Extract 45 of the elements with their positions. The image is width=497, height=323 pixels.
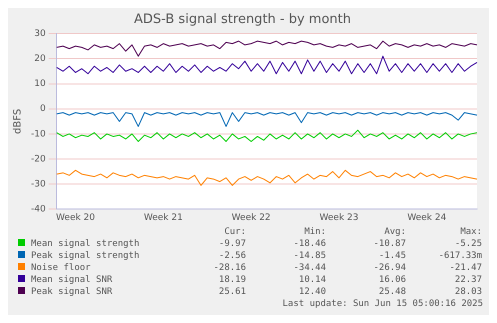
x-tick-label: Week 24 [407, 212, 447, 223]
text: -2.56 [218, 250, 246, 262]
x-tick-label: Week 20 [56, 212, 96, 223]
text: Last update: Sun Jun 15 05:00:16 2025 [282, 298, 484, 310]
legend-label: Peak signal strength [30, 250, 140, 262]
text: 12.40 [298, 286, 326, 298]
y-axis-title: dBFS [12, 108, 24, 134]
text: 25.48 [378, 286, 406, 298]
text: -617.33m [438, 250, 482, 262]
text: 28.03 [454, 286, 482, 298]
text: 22.37 [454, 274, 482, 286]
y-tick-label: -30 [30, 179, 46, 190]
text: 25.61 [218, 286, 246, 298]
y-tick-label: 0 [40, 104, 46, 114]
y-tick-label: 20 [34, 54, 46, 64]
text: Avg: [383, 226, 406, 238]
text: 16.06 [378, 274, 406, 286]
text: -10.87 [372, 238, 406, 250]
text: -34.44 [292, 262, 326, 274]
legend-label: Mean signal SNR [30, 274, 114, 286]
text: -28.16 [212, 262, 246, 274]
y-tick-label: -40 [30, 204, 46, 215]
text: 18.19 [218, 274, 246, 286]
y-tick-label: -20 [30, 154, 46, 164]
text: -14.85 [292, 250, 326, 262]
text: Cur: [223, 226, 246, 238]
text: -5.25 [454, 238, 482, 250]
text: 10.14 [298, 274, 326, 286]
text: -26.94 [372, 262, 406, 274]
legend-label: Mean signal strength [30, 238, 140, 250]
x-tick-label: Week 21 [144, 212, 183, 223]
x-tick-label: Week 23 [320, 212, 358, 223]
text: -1.45 [378, 250, 406, 262]
text: -18.46 [292, 238, 326, 250]
text: Max: [459, 226, 482, 238]
text: -9.97 [218, 238, 246, 250]
text: -21.47 [448, 262, 482, 274]
chart-title: ADS-B signal strength - by month [134, 12, 352, 28]
text: Min: [303, 226, 326, 238]
legend-label: Peak signal SNR [30, 286, 114, 298]
y-tick-label: -10 [30, 129, 46, 140]
y-tick-label: 30 [34, 28, 46, 39]
legend-label: Noise floor [30, 262, 92, 274]
y-tick-label: 10 [34, 79, 46, 90]
x-tick-label: Week 22 [232, 212, 271, 223]
